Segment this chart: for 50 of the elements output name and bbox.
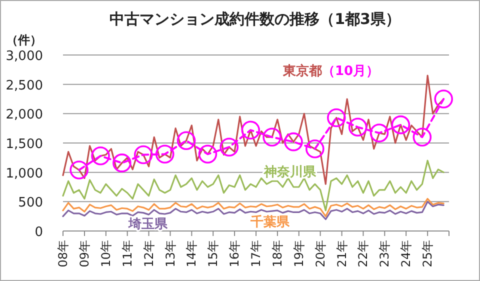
y-tick-label: 500 — [18, 196, 43, 211]
point — [241, 120, 260, 140]
x-tick-label: 24年 — [399, 240, 414, 268]
point — [70, 160, 88, 180]
x-tick-label: 22年 — [356, 240, 370, 268]
x-tick-label: 13年 — [163, 240, 178, 268]
y-tick-label: 3,000 — [6, 49, 43, 64]
point — [198, 144, 218, 164]
x-tick-label: 25年 — [420, 240, 435, 268]
point — [112, 154, 132, 172]
x-tick-label: 20年 — [313, 240, 328, 268]
x-tick-label: 19年 — [292, 240, 306, 268]
y-axis-title: （件） — [6, 33, 42, 47]
x-tick-label: 16年 — [228, 240, 242, 268]
point — [306, 139, 324, 158]
x-tick-label: 11年 — [120, 240, 134, 268]
point — [134, 145, 153, 164]
series-label: 千葉県 — [250, 214, 290, 230]
point — [176, 131, 196, 150]
x-tick-label: 12年 — [142, 240, 156, 268]
y-tick-label: 1,500 — [6, 137, 43, 152]
point — [391, 115, 410, 134]
x-tick-label: 08年 — [56, 240, 70, 268]
point — [370, 124, 389, 142]
series-label: 埼玉県 — [128, 217, 168, 232]
line-series — [62, 160, 444, 212]
point — [284, 132, 303, 152]
x-tick-label: 21年 — [334, 240, 349, 268]
point — [327, 108, 346, 128]
x-tick-label: 09年 — [77, 240, 92, 268]
y-tick-label: 0 — [34, 225, 43, 240]
x-tick-label: 10年 — [98, 240, 113, 268]
chart-title: 中古マンション成約件数の推移（1都3県） — [110, 10, 400, 28]
y-tick-label: 2,000 — [6, 108, 43, 123]
text: （10月） — [322, 64, 380, 79]
x-tick-label: 23年 — [378, 240, 392, 268]
point — [155, 144, 174, 164]
text: 東京都 — [282, 63, 322, 79]
x-tick-label: 15年 — [206, 240, 220, 268]
x-tick-label: 18年 — [270, 240, 284, 268]
point — [91, 146, 110, 166]
point — [412, 128, 432, 147]
point — [220, 138, 239, 157]
y-tick-label: 1,000 — [6, 166, 43, 182]
point — [348, 118, 368, 137]
point — [434, 90, 453, 108]
point — [262, 128, 282, 147]
y-tick-label: 2,500 — [6, 78, 43, 94]
x-tick-label: 14年 — [184, 240, 199, 268]
x-tick-label: 17年 — [249, 240, 264, 268]
